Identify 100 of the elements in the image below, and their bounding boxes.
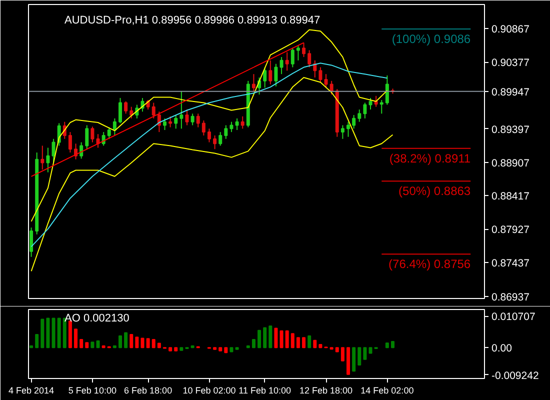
candlestick <box>352 114 356 130</box>
candlestick <box>358 109 362 122</box>
candlestick <box>180 90 184 130</box>
candlestick <box>280 56 284 75</box>
bar <box>96 340 100 348</box>
bar <box>118 335 122 348</box>
bar <box>274 328 278 348</box>
candlestick <box>46 147 50 173</box>
y-tick-label: 0.90377 <box>492 57 530 70</box>
candlestick <box>152 102 156 119</box>
candlestick <box>290 48 294 68</box>
candlestick <box>107 126 111 140</box>
candlestick <box>230 121 234 133</box>
candlestick <box>190 113 194 126</box>
bar <box>68 320 72 348</box>
bar <box>290 333 294 348</box>
bar <box>90 342 94 348</box>
x-tick-label: 6 Feb 18:00 <box>124 386 172 396</box>
candlestick <box>346 121 350 138</box>
y-tick-label: 0.88417 <box>492 190 530 203</box>
bar <box>168 347 172 352</box>
x-tick-label: 12 Feb 18:00 <box>299 386 353 396</box>
y-tick-label: 0.00 <box>492 342 512 355</box>
candlestick <box>363 102 367 119</box>
candlestick <box>118 97 122 124</box>
candlestick <box>185 109 189 126</box>
candlestick <box>252 74 256 92</box>
candlestick <box>130 106 134 119</box>
candlestick <box>162 118 166 131</box>
bar <box>318 344 322 348</box>
candlestick <box>124 100 128 114</box>
bar <box>62 318 66 348</box>
series-label: (100%) 0.9086 <box>392 32 471 46</box>
candlestick <box>174 114 178 130</box>
series-label: (76.4%) 0.8756 <box>388 257 471 272</box>
bar <box>263 327 267 348</box>
bar <box>296 337 300 348</box>
x-tick-label: 10 Feb 02:00 <box>182 386 236 396</box>
candlestick <box>52 138 56 164</box>
bar <box>268 325 272 348</box>
bar <box>40 318 44 348</box>
series-label: (38.2%) 0.8911 <box>389 151 471 166</box>
bar <box>252 338 256 348</box>
bar <box>368 347 372 354</box>
candlestick <box>296 44 300 61</box>
bar <box>390 341 394 348</box>
candlestick <box>218 132 222 146</box>
bar <box>124 332 128 348</box>
bar <box>152 338 156 348</box>
bar <box>157 342 161 348</box>
candlestick <box>268 60 272 85</box>
y-tick-label: -0.009242 <box>492 370 539 382</box>
candlestick <box>196 113 200 128</box>
bar <box>130 334 134 348</box>
bar <box>340 347 344 362</box>
bar <box>308 335 312 348</box>
bar <box>363 347 367 360</box>
candlestick <box>235 118 239 131</box>
candlestick <box>340 124 344 140</box>
bar <box>140 338 144 348</box>
bar <box>230 347 234 352</box>
bar <box>280 330 284 348</box>
y-tick-label: 0.90867 <box>492 24 530 36</box>
series-label: (50%) 0.8863 <box>398 184 471 198</box>
y-tick-label: 0.86937 <box>492 292 530 304</box>
y-tick-label: 0.89397 <box>492 124 530 136</box>
candlestick <box>385 74 389 106</box>
candlestick <box>30 227 34 258</box>
x-tick-label: 14 Feb 02:00 <box>360 386 414 396</box>
bar <box>85 342 89 348</box>
candlestick <box>318 66 322 83</box>
bar <box>358 347 362 366</box>
candlestick <box>90 126 94 143</box>
candlestick <box>368 97 372 110</box>
bar <box>135 336 139 348</box>
chart-title: AO 0.002130 <box>64 312 130 324</box>
bar <box>174 347 178 352</box>
x-tick-label: 5 Feb 10:00 <box>68 386 116 396</box>
bar <box>335 347 339 352</box>
candlestick <box>274 63 278 87</box>
candlestick <box>207 128 211 143</box>
bar <box>52 318 56 348</box>
bar <box>385 342 389 348</box>
candlestick <box>240 116 244 130</box>
candlestick <box>213 134 217 150</box>
x-tick-label: 4 Feb 2014 <box>8 386 54 396</box>
candlestick <box>380 100 384 114</box>
candlestick <box>85 124 89 150</box>
bar <box>35 334 39 348</box>
candlestick <box>68 132 72 154</box>
bar <box>302 337 306 348</box>
y-tick-label: 0.87437 <box>492 258 530 270</box>
candlestick <box>302 42 306 58</box>
candlestick <box>224 124 228 140</box>
bar <box>146 338 150 348</box>
x-tick-label: 11 Feb 10:00 <box>238 386 292 396</box>
bar <box>218 347 222 352</box>
bar <box>180 347 184 351</box>
candlestick <box>168 116 172 128</box>
candlestick <box>202 120 206 136</box>
